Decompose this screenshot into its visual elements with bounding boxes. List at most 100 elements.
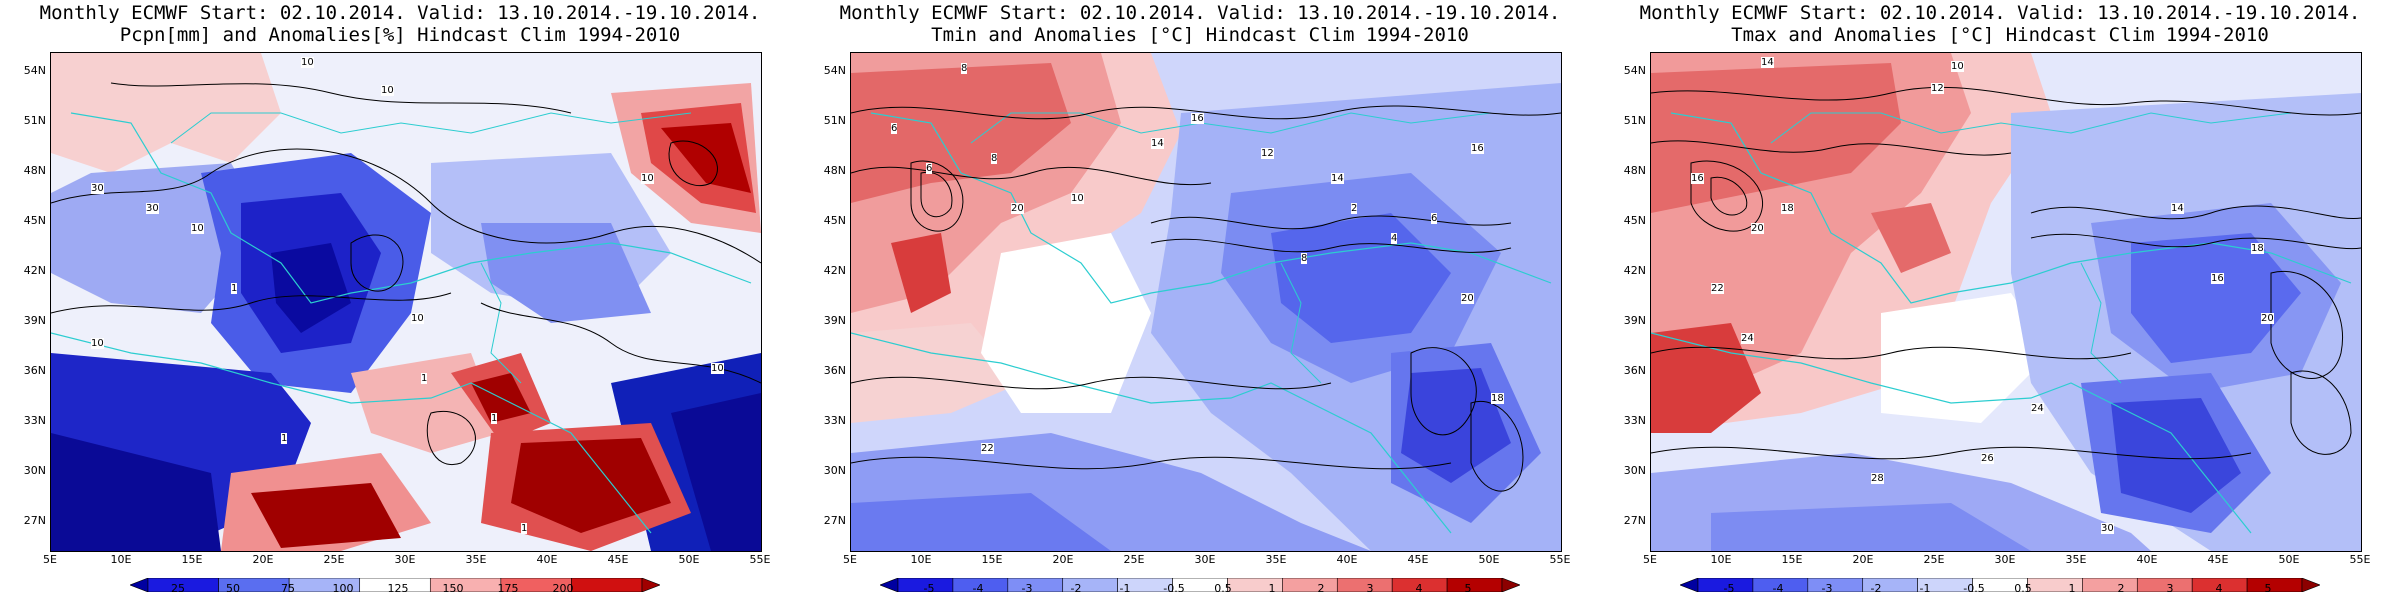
colorbar-segment (641, 578, 660, 592)
colorbar-segment (2301, 578, 2320, 592)
lat-label: 39N (23, 314, 46, 327)
lat-label: 33N (1623, 414, 1646, 427)
colorbar-tick: -1 (1119, 582, 1131, 595)
colorbar-tick: -3 (1821, 582, 1833, 595)
lon-label: 25E (1123, 553, 1145, 566)
contour-label: 6 (926, 163, 933, 174)
contour-label: 20 (2261, 313, 2274, 324)
lat-label: 45N (823, 214, 846, 227)
colorbar-tick: 75 (281, 582, 295, 595)
colorbar-segment (1501, 578, 1520, 592)
lon-label: 55E (2349, 553, 2371, 566)
lon-label: 30E (1194, 553, 1216, 566)
panel-title-line2: Tmin and Anomalies [°C] Hindcast Clim 19… (931, 24, 1469, 46)
lat-label: 51N (23, 114, 46, 127)
colorbar-tick: 5 (1464, 582, 1472, 595)
lon-label: 15E (1781, 553, 1803, 566)
colorbar-tick: -0.5 (1163, 582, 1185, 595)
contour-label: 18 (2251, 243, 2264, 254)
lon-label: 20E (252, 553, 274, 566)
lon-label: 5E (843, 553, 857, 566)
contour-label: 10 (1071, 193, 1084, 204)
lat-label: 27N (823, 514, 846, 527)
contour-label: 1 (281, 433, 288, 444)
lon-label: 40E (536, 553, 558, 566)
lat-label: 42N (1623, 264, 1646, 277)
contour-label: 4 (1391, 233, 1398, 244)
lat-label: 30N (1623, 464, 1646, 477)
colorbar (880, 578, 1520, 592)
contour-label: 12 (1261, 148, 1274, 159)
panel-tmax: Monthly ECMWF Start: 02.10.2014. Valid: … (1600, 0, 2400, 600)
lat-label: 30N (823, 464, 846, 477)
contour-label: 16 (2211, 273, 2224, 284)
colorbar-segment (880, 578, 899, 592)
lat-label: 54N (1623, 64, 1646, 77)
contour-label: 20 (1751, 223, 1764, 234)
lat-label: 27N (1623, 514, 1646, 527)
lon-label: 10E (1710, 553, 1732, 566)
lat-label: 42N (23, 264, 46, 277)
contour-label: 1 (421, 373, 428, 384)
contour-label: 22 (1711, 283, 1724, 294)
lat-label: 51N (823, 114, 846, 127)
lon-label: 25E (1923, 553, 1945, 566)
contour-label: 30 (146, 203, 159, 214)
colorbar-tick: -4 (972, 582, 984, 595)
contour-label: 30 (2101, 523, 2114, 534)
lon-label: 50E (678, 553, 700, 566)
colorbar-tick: 2 (2117, 582, 2125, 595)
panel-tmin: Monthly ECMWF Start: 02.10.2014. Valid: … (800, 0, 1600, 600)
lat-label: 48N (23, 164, 46, 177)
colorbar (1680, 578, 2320, 592)
precipitation-map: 10 10 30 30 10 1 10 10 1 1 10 10 1 1 (50, 52, 762, 552)
lat-label: 33N (823, 414, 846, 427)
colorbar-tick: -5 (1723, 582, 1735, 595)
contour-label: 30 (91, 183, 104, 194)
panel-title-line1: Monthly ECMWF Start: 02.10.2014. Valid: … (39, 2, 761, 24)
colorbar-tick: 150 (442, 582, 464, 595)
lon-label: 20E (1852, 553, 1874, 566)
colorbar-tick: -5 (923, 582, 935, 595)
lat-label: 39N (1623, 314, 1646, 327)
contour-label: 18 (1781, 203, 1794, 214)
contour-label: 26 (1981, 453, 1994, 464)
contour-label: 6 (891, 123, 898, 134)
colorbar-tick: 3 (1366, 582, 1374, 595)
contour-label: 24 (2031, 403, 2044, 414)
colorbar-tick: 3 (2166, 582, 2174, 595)
colorbar-tick: 4 (2215, 582, 2223, 595)
lat-label: 36N (1623, 364, 1646, 377)
contour-label: 1 (491, 413, 498, 424)
lat-label: 36N (23, 364, 46, 377)
colorbar-tick: -2 (1070, 582, 1082, 595)
lon-label: 15E (981, 553, 1003, 566)
contour-label: 10 (1951, 61, 1964, 72)
colorbar-tick: 1 (1268, 582, 1276, 595)
colorbar-tick: -0.5 (1963, 582, 1985, 595)
lon-label: 45E (2207, 553, 2229, 566)
contour-label: 10 (641, 173, 654, 184)
lon-label: 15E (181, 553, 203, 566)
contour-label: 20 (1011, 203, 1024, 214)
contour-label: 16 (1471, 143, 1484, 154)
colorbar (130, 578, 660, 592)
lon-label: 5E (1643, 553, 1657, 566)
lon-label: 5E (43, 553, 57, 566)
lat-label: 54N (23, 64, 46, 77)
lon-label: 55E (749, 553, 771, 566)
contour-label: 10 (191, 223, 204, 234)
colorbar-tick: -2 (1870, 582, 1882, 595)
contour-label: 18 (1491, 393, 1504, 404)
contour-label: 10 (711, 363, 724, 374)
colorbar-tick: 5 (2264, 582, 2272, 595)
contour-label: 14 (1761, 57, 1774, 68)
contour-label: 16 (1191, 113, 1204, 124)
lon-label: 35E (1265, 553, 1287, 566)
contour-label: 10 (91, 338, 104, 349)
lon-label: 10E (910, 553, 932, 566)
contour-label: 8 (961, 63, 968, 74)
contour-label: 14 (1151, 138, 1164, 149)
lon-label: 45E (1407, 553, 1429, 566)
contour-label: 8 (1301, 253, 1308, 264)
